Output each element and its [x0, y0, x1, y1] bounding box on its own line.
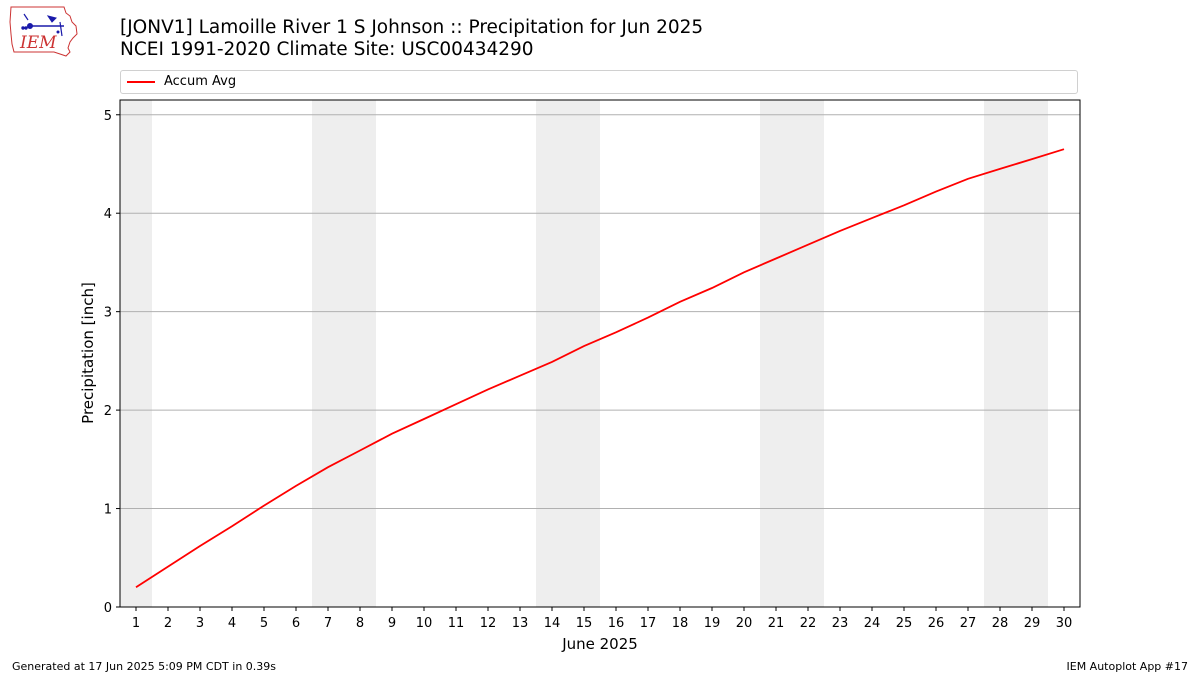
x-tick-label-9: 9	[388, 616, 396, 631]
weekend-band-7	[312, 100, 344, 607]
x-tick-label-11: 11	[448, 616, 465, 631]
x-tick-label-2: 2	[164, 616, 172, 631]
x-tick-label-20: 20	[736, 616, 753, 631]
y-tick-label-2: 2	[104, 404, 112, 419]
weekend-band-29	[1016, 100, 1048, 607]
x-tick-label-24: 24	[864, 616, 881, 631]
series-layer	[135, 148, 1065, 589]
app-label: IEM Autoplot App #17	[1066, 660, 1189, 673]
x-tick-label-3: 3	[196, 616, 204, 631]
x-tick-label-29: 29	[1024, 616, 1041, 631]
chart-title: [JONV1] Lamoille River 1 S Johnson :: Pr…	[120, 17, 704, 38]
weekend-band-1	[120, 100, 152, 607]
x-tick-label-17: 17	[640, 616, 657, 631]
x-tick-label-13: 13	[512, 616, 529, 631]
weekend-band-21	[760, 100, 792, 607]
x-tick-label-1: 1	[132, 616, 140, 631]
weekend-shading	[120, 100, 1048, 607]
weekend-band-22	[792, 100, 824, 607]
y-tick-label-5: 5	[104, 109, 112, 124]
x-tick-label-27: 27	[960, 616, 977, 631]
x-tick-label-23: 23	[832, 616, 849, 631]
x-tick-label-18: 18	[672, 616, 689, 631]
x-tick-label-28: 28	[992, 616, 1009, 631]
x-tick-label-7: 7	[324, 616, 332, 631]
weekend-band-8	[344, 100, 376, 607]
x-tick-label-22: 22	[800, 616, 817, 631]
legend-swatch	[127, 81, 155, 83]
x-tick-label-14: 14	[544, 616, 561, 631]
x-tick-label-10: 10	[416, 616, 433, 631]
generated-timestamp: Generated at 17 Jun 2025 5:09 PM CDT in …	[12, 660, 277, 673]
iem-logo: IEM	[9, 6, 78, 57]
series-line-accum-avg	[135, 148, 1065, 589]
y-axis-ticks: 0 1 2 3 4 5	[104, 109, 120, 616]
y-axis-label: Precipitation [inch]	[79, 282, 97, 424]
chart-legend: Accum Avg	[120, 70, 1078, 94]
y-tick-label-0: 0	[104, 601, 112, 616]
x-axis-ticks: 1 2 3 4 5 6 7 8 9 10 11 12 13 14 15 16 17 18 19 20 21 22 23 24 2…	[132, 607, 1072, 631]
x-tick-label-6: 6	[292, 616, 300, 631]
weekend-band-28	[984, 100, 1016, 607]
grid-lines	[120, 114, 1080, 510]
y-tick-label-1: 1	[104, 503, 112, 518]
x-tick-label-25: 25	[896, 616, 913, 631]
weather-symbols-icon	[21, 13, 64, 37]
x-tick-label-19: 19	[704, 616, 721, 631]
x-tick-label-26: 26	[928, 616, 945, 631]
x-tick-label-5: 5	[260, 616, 268, 631]
y-tick-label-4: 4	[104, 207, 112, 222]
x-tick-label-30: 30	[1056, 616, 1073, 631]
weekend-band-14	[536, 100, 568, 607]
weekend-band-15	[568, 100, 600, 607]
chart-subtitle: NCEI 1991-2020 Climate Site: USC00434290	[120, 39, 534, 60]
state-outline-icon	[9, 6, 78, 57]
x-tick-label-21: 21	[768, 616, 785, 631]
legend-label: Accum Avg	[164, 74, 237, 89]
plot-frame	[119, 99, 1081, 608]
x-tick-label-8: 8	[356, 616, 364, 631]
logo-text: IEM	[19, 33, 57, 53]
x-tick-label-12: 12	[480, 616, 497, 631]
x-tick-label-4: 4	[228, 616, 236, 631]
x-tick-label-16: 16	[608, 616, 625, 631]
x-axis-label: June 2025	[561, 635, 638, 653]
x-tick-label-15: 15	[576, 616, 593, 631]
y-tick-label-3: 3	[104, 306, 112, 321]
